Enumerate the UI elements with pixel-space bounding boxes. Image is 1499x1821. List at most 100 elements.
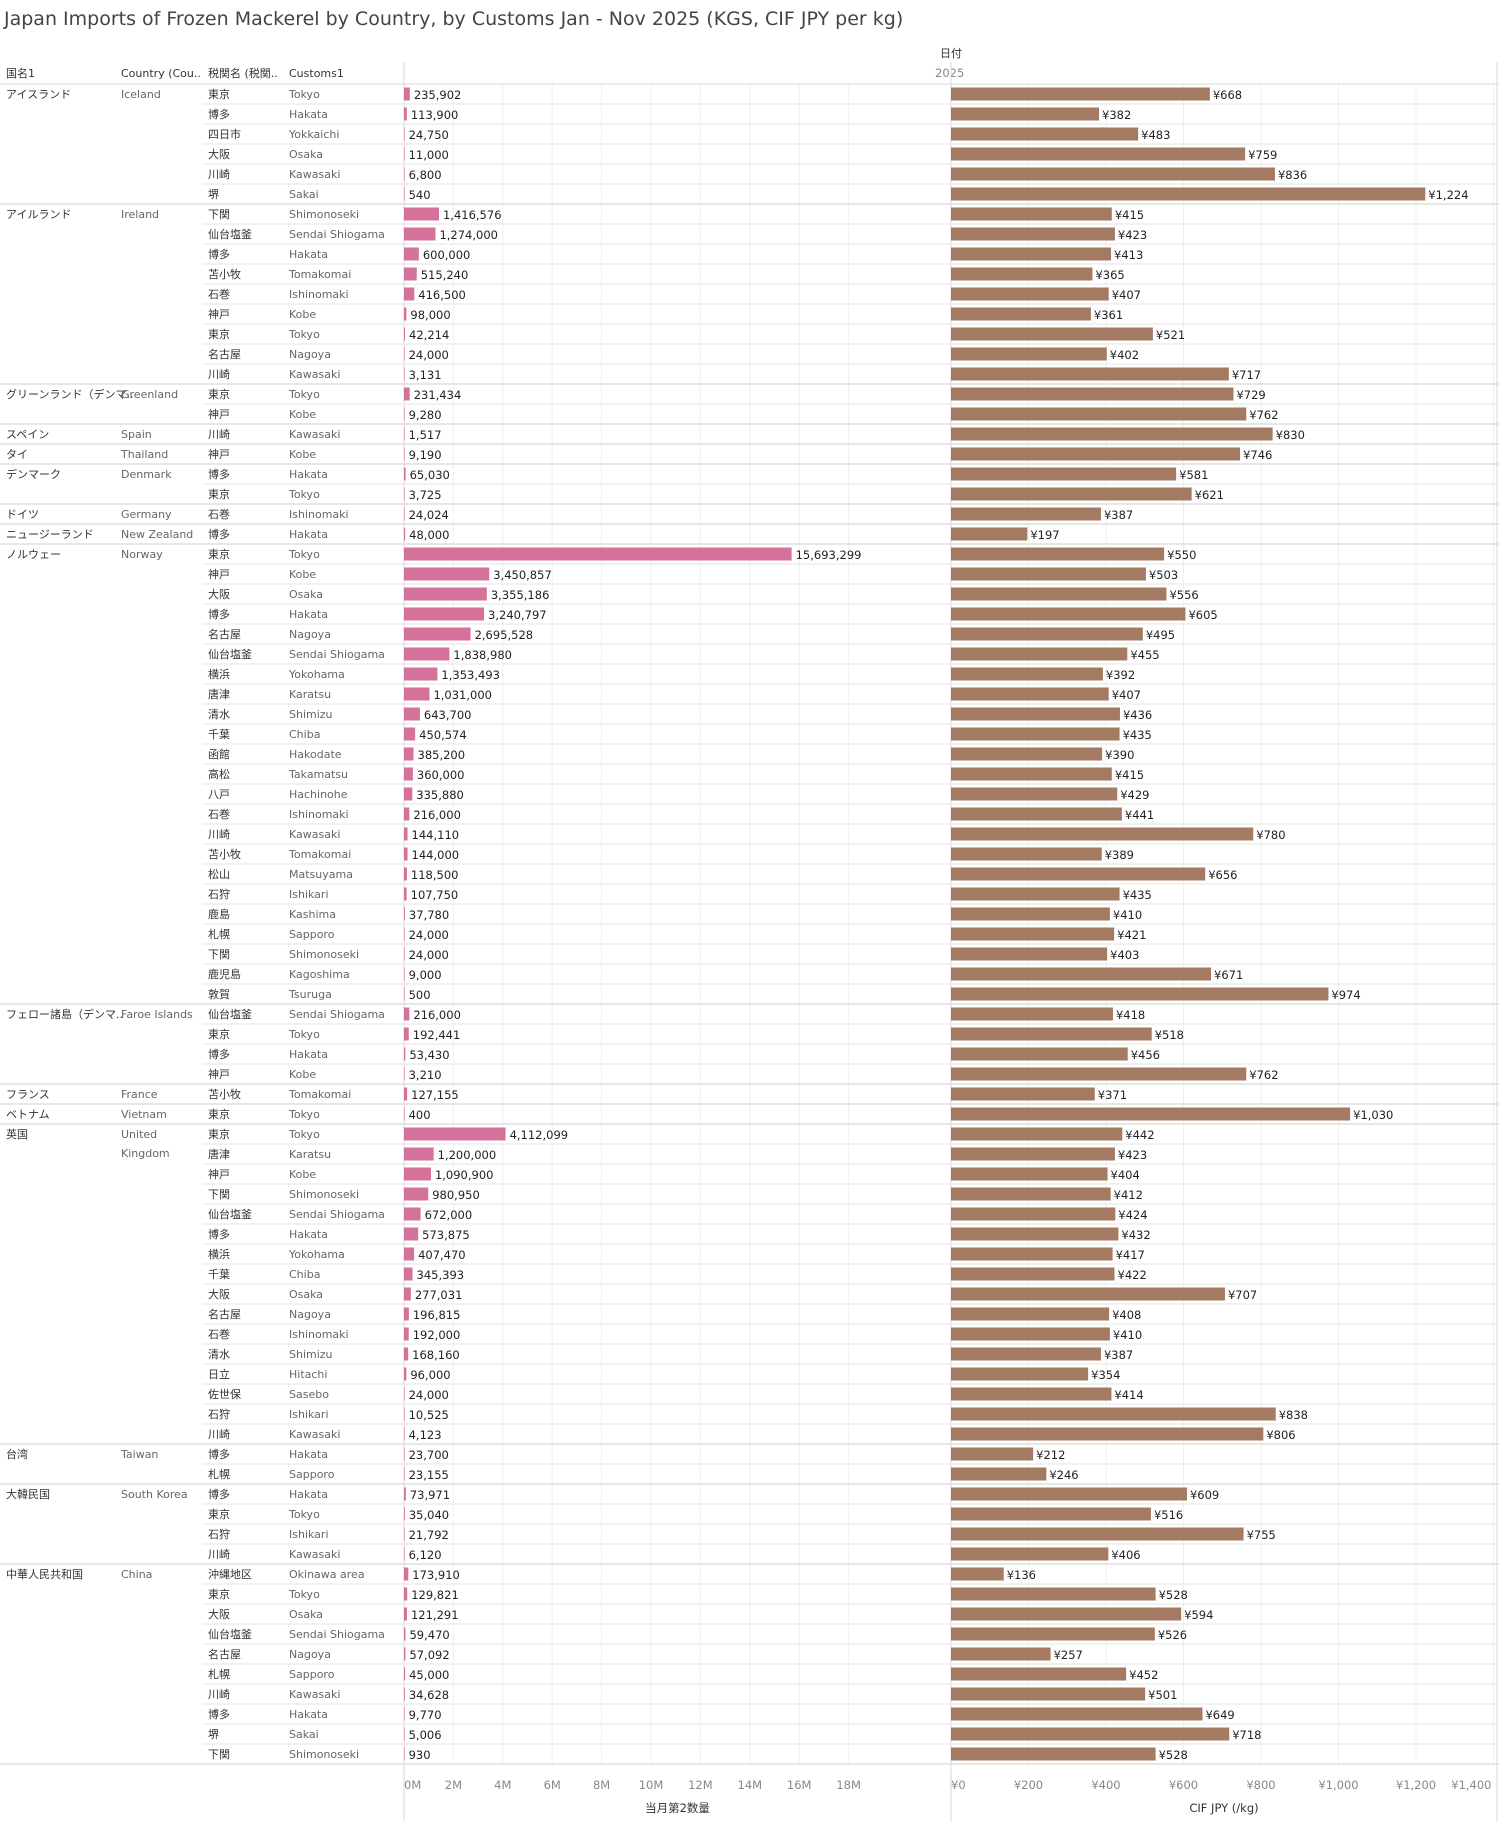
- quantity-bar: [404, 1627, 406, 1641]
- quantity-value-label: 34,628: [409, 1688, 449, 1702]
- customs-label-jp: 博多: [208, 1227, 230, 1241]
- customs-label-jp: 川崎: [208, 1427, 230, 1441]
- price-bar: [951, 1227, 1119, 1241]
- quantity-value-label: 127,155: [411, 1088, 459, 1102]
- customs-label-jp: 堺: [208, 1728, 219, 1741]
- customs-label-en: Tokyo: [288, 1588, 320, 1601]
- customs-label-en: Ishinomaki: [289, 508, 349, 521]
- quantity-bar: [404, 1347, 409, 1361]
- customs-label-jp: 清水: [208, 1348, 230, 1361]
- price-value-label: ¥516: [1154, 1508, 1183, 1522]
- price-value-label: ¥423: [1118, 1148, 1147, 1162]
- price-value-label: ¥136: [1007, 1568, 1036, 1582]
- customs-label-en: Ishikari: [289, 1408, 329, 1421]
- country-label-jp: スペイン: [6, 428, 49, 441]
- price-tick-label: ¥1,400: [1451, 1778, 1491, 1792]
- country-label-en: Vietnam: [121, 1108, 167, 1121]
- quantity-value-label: 3,210: [409, 1068, 442, 1082]
- country-label-jp: アイルランド: [6, 208, 71, 221]
- customs-label-jp: 東京: [208, 1507, 230, 1521]
- customs-label-en: Tsuruga: [288, 988, 332, 1001]
- quantity-value-label: 1,838,980: [453, 648, 512, 662]
- price-bar: [951, 707, 1120, 721]
- customs-label-en: Hakata: [289, 528, 328, 541]
- quantity-bar: [404, 1587, 408, 1601]
- customs-label-en: Ishikari: [289, 1528, 329, 1541]
- price-value-label: ¥746: [1243, 448, 1272, 462]
- customs-label-jp: 東京: [208, 1107, 230, 1121]
- price-value-label: ¥838: [1279, 1408, 1308, 1422]
- customs-label-jp: 仙台塩釜: [208, 1627, 252, 1641]
- price-bar: [951, 1667, 1127, 1681]
- customs-label-en: Sakai: [289, 188, 319, 201]
- quantity-bar: [404, 1127, 506, 1141]
- price-value-label: ¥407: [1112, 288, 1141, 302]
- quantity-value-label: 500: [409, 988, 431, 1002]
- customs-label-jp: 札幌: [208, 927, 230, 941]
- customs-label-jp: 名古屋: [208, 1647, 241, 1661]
- customs-label-jp: 川崎: [208, 827, 230, 841]
- price-bar: [951, 1487, 1187, 1501]
- price-bar: [951, 1587, 1156, 1601]
- customs-label-en: Osaka: [289, 1608, 323, 1621]
- price-bar: [951, 1147, 1115, 1161]
- quantity-bar: [404, 987, 405, 1001]
- customs-label-en: Shimonoseki: [289, 208, 359, 221]
- quantity-bar: [404, 327, 406, 341]
- quantity-tick-label: 14M: [738, 1778, 763, 1792]
- quantity-value-label: 515,240: [421, 268, 469, 282]
- customs-label-jp: 松山: [208, 867, 230, 881]
- customs-label-en: Kawasaki: [289, 1428, 340, 1441]
- customs-label-jp: 横浜: [208, 667, 230, 681]
- country-label-jp: グリーンランド（デンマ..: [6, 387, 133, 401]
- quantity-value-label: 15,693,299: [796, 548, 862, 562]
- country-label-en: France: [121, 1088, 158, 1101]
- price-value-label: ¥361: [1094, 308, 1123, 322]
- price-bar: [951, 527, 1028, 541]
- price-bar: [951, 727, 1120, 741]
- quantity-value-label: 23,700: [409, 1448, 449, 1462]
- country-label-en: Ireland: [121, 208, 159, 221]
- price-bar: [951, 227, 1115, 241]
- quantity-value-label: 1,200,000: [438, 1148, 497, 1162]
- customs-label-en: Hachinohe: [289, 788, 348, 801]
- price-value-label: ¥780: [1256, 828, 1285, 842]
- price-bar: [951, 1467, 1047, 1481]
- customs-label-en: Hakata: [289, 468, 328, 481]
- quantity-bar: [404, 1207, 421, 1221]
- country-label-en: China: [121, 1568, 152, 1581]
- price-bar: [951, 547, 1165, 561]
- customs-label-en: Kawasaki: [289, 428, 340, 441]
- customs-label-en: Okinawa area: [289, 1568, 365, 1581]
- price-bar: [951, 1647, 1051, 1661]
- country-label-en: Taiwan: [120, 1448, 158, 1461]
- quantity-value-label: 113,900: [411, 108, 459, 122]
- quantity-bar: [404, 187, 405, 201]
- quantity-value-label: 1,090,900: [435, 1168, 494, 1182]
- quantity-bar: [404, 1087, 408, 1101]
- customs-label-en: Sapporo: [289, 928, 335, 941]
- customs-label-en: Kagoshima: [289, 968, 350, 981]
- quantity-tick-label: 16M: [787, 1778, 812, 1792]
- quantity-value-label: 235,902: [414, 88, 462, 102]
- customs-label-jp: 石巻: [208, 808, 230, 821]
- price-bar: [951, 467, 1177, 481]
- price-value-label: ¥408: [1112, 1308, 1141, 1322]
- quantity-bar: [404, 1687, 405, 1701]
- price-bar: [951, 327, 1153, 341]
- country-label-jp: ノルウェー: [6, 548, 61, 561]
- quantity-bar: [404, 1067, 405, 1081]
- quantity-value-label: 144,000: [412, 848, 460, 862]
- customs-label-en: Kawasaki: [289, 168, 340, 181]
- customs-label-jp: 神戸: [208, 1067, 230, 1081]
- customs-label-jp: 四日市: [208, 127, 241, 141]
- price-value-label: ¥413: [1114, 248, 1143, 262]
- quantity-value-label: 192,441: [413, 1028, 461, 1042]
- quantity-bar: [404, 1327, 409, 1341]
- customs-label-en: Nagoya: [289, 1648, 331, 1661]
- customs-label-en: Osaka: [289, 1288, 323, 1301]
- price-value-label: ¥387: [1104, 508, 1133, 522]
- price-value-label: ¥414: [1114, 1388, 1143, 1402]
- price-bar: [951, 87, 1210, 101]
- price-bar: [951, 1027, 1152, 1041]
